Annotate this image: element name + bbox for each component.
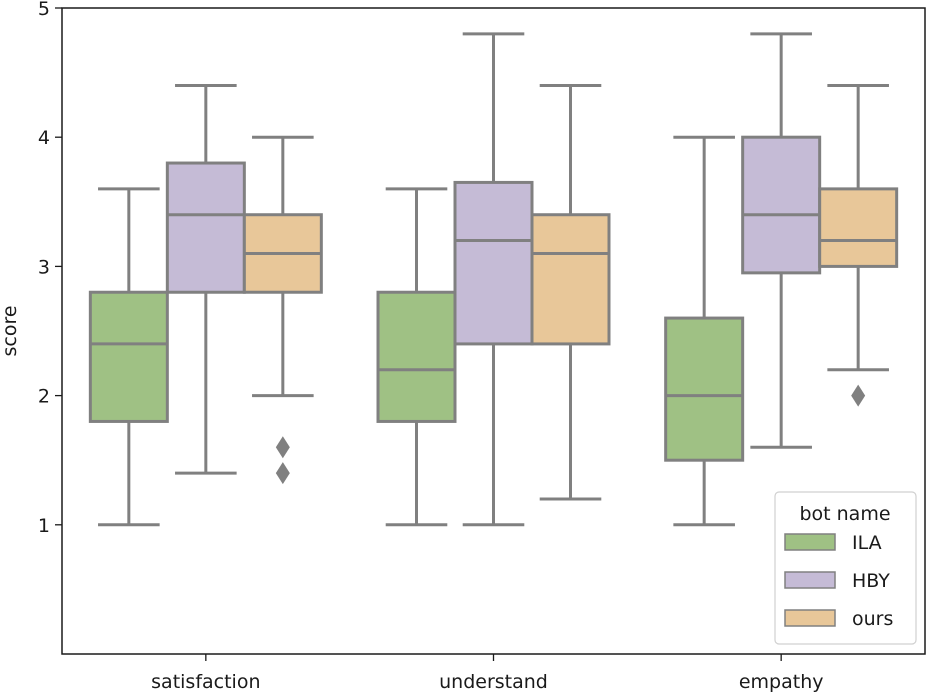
x-tick-label: understand (439, 671, 548, 693)
box-HBY-satisfaction (165, 84, 246, 475)
legend-frame (774, 491, 917, 645)
box-ILA-empathy (664, 135, 745, 527)
outlier-point (275, 462, 290, 485)
box-ours-understand (530, 84, 611, 501)
x-tick-label: empathy (739, 671, 824, 693)
box-HBY-empathy (741, 32, 822, 449)
y-tick-label: 5 (38, 0, 50, 20)
legend-label-HBY: HBY (852, 570, 890, 592)
legend-label-ours: ours (852, 608, 893, 630)
box-iqr (453, 180, 534, 346)
legend-label-ILA: ILA (852, 532, 882, 554)
x-axis: satisfaction understand empathy (151, 654, 823, 693)
box-iqr (165, 161, 246, 294)
legend-swatch-HBY (784, 571, 836, 589)
outlier-point (851, 384, 866, 407)
y-tick-label: 1 (38, 515, 50, 537)
legend-swatch-ILA (784, 533, 836, 551)
box-iqr (530, 213, 611, 346)
box-iqr (664, 316, 745, 462)
box-iqr (88, 290, 169, 423)
boxes-layer (88, 32, 899, 527)
y-tick-label: 4 (38, 127, 50, 149)
box-ours-empathy (818, 84, 899, 407)
box-HBY-understand (453, 32, 534, 527)
y-axis-label: score (0, 305, 21, 356)
legend-swatch-ours (784, 609, 836, 627)
box-ILA-satisfaction (88, 187, 169, 527)
y-axis: 1 2 3 4 5 (38, 0, 62, 537)
y-tick-label: 2 (38, 386, 50, 408)
box-ILA-understand (376, 187, 457, 527)
box-iqr (376, 290, 457, 423)
legend-title: bot name (799, 503, 890, 525)
box-ours-satisfaction (242, 135, 323, 485)
outlier-point (275, 436, 290, 459)
x-tick-label: satisfaction (151, 671, 260, 693)
legend: bot name ILA HBY ours (774, 491, 917, 645)
box-iqr (818, 187, 899, 268)
y-tick-label: 3 (38, 256, 50, 278)
box-iqr (741, 135, 822, 275)
